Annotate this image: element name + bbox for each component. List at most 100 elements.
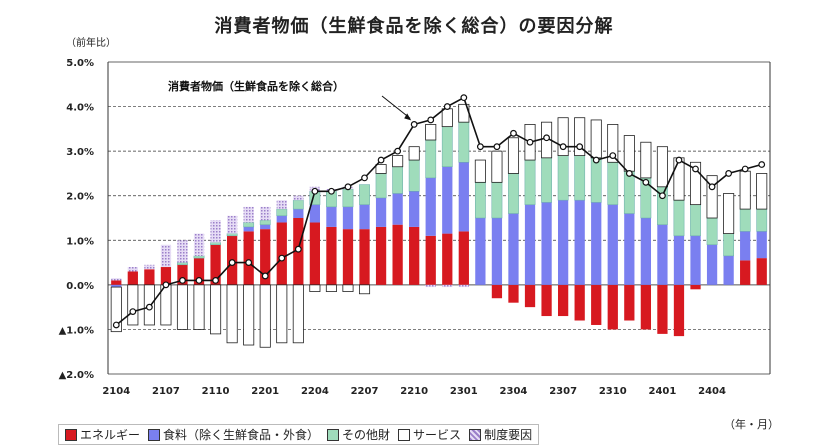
bar-segment-サービス — [292, 284, 304, 344]
bar-segment-エネルギー — [342, 229, 354, 285]
cpi-point — [328, 187, 335, 195]
cpi-point — [377, 156, 385, 164]
bar-segment-その他財 — [392, 166, 404, 194]
cpi-point — [245, 259, 253, 266]
bar-segment-サービス — [689, 161, 702, 206]
bar-segment-食料（除く生鮮食品・外食） — [260, 224, 271, 230]
bar-segment-食料（除く生鮮食品・外食） — [425, 177, 436, 236]
bar-segment-サービス — [590, 119, 602, 159]
bar-segment-サービス — [739, 170, 751, 210]
cpi-point — [212, 277, 219, 284]
bar-segment-エネルギー — [177, 264, 188, 285]
legend-item: サービス — [398, 426, 461, 443]
bar-segment-サービス — [441, 108, 453, 128]
cpi-point — [162, 281, 170, 289]
bar-segment-サービス — [640, 141, 652, 179]
bar-segment-制度要因 — [144, 264, 155, 270]
bar-segment-その他財 — [292, 199, 304, 210]
bar-segment-制度要因 — [243, 206, 254, 223]
bar-segment-エネルギー — [260, 229, 271, 285]
bar-segment-エネルギー — [309, 222, 321, 285]
bar-segment-食料（除く生鮮食品・外食） — [591, 202, 602, 285]
bar-segment-サービス — [226, 284, 238, 344]
legend-label: エネルギー — [80, 428, 141, 442]
x-tick-label: 2310 — [599, 386, 627, 397]
bar-segment-食料（除く生鮮食品・外食） — [657, 224, 668, 285]
cpi-point — [543, 134, 550, 142]
cpi-point — [625, 170, 633, 177]
bar-segment-その他財 — [690, 204, 701, 237]
bar-segment-制度要因 — [127, 267, 138, 272]
cpi-point — [476, 143, 484, 151]
legend-swatch — [469, 428, 482, 441]
bar-segment-制度要因 — [226, 215, 238, 234]
bar-segment-その他財 — [210, 242, 221, 245]
bar-segment-サービス — [574, 117, 586, 157]
bar-segment-食料（除く生鮮食品・外食） — [375, 197, 387, 227]
bar-segment-サービス — [193, 284, 205, 330]
cpi-point — [725, 170, 733, 177]
bar-segment-その他財 — [425, 139, 437, 179]
y-tick-label: 2.0% — [66, 192, 94, 203]
legend-label: サービス — [413, 428, 462, 442]
bar-segment-エネルギー — [491, 284, 503, 299]
bar-segment-サービス — [276, 284, 288, 344]
bar-segment-その他財 — [557, 155, 569, 201]
bar-segment-その他財 — [359, 184, 370, 205]
bar-segment-その他財 — [723, 233, 735, 257]
bar-segment-サービス — [607, 124, 619, 163]
bar-segment-食料（除く生鮮食品・外食） — [740, 231, 751, 261]
bar-segment-食料（除く生鮮食品・外食） — [326, 206, 337, 227]
x-tick-label: 2204 — [301, 386, 329, 397]
bar-segment-食料（除く生鮮食品・外食） — [359, 204, 370, 230]
bar-segment-エネルギー — [574, 284, 585, 321]
y-tick-label: ▲2.0% — [59, 370, 94, 381]
cpi-point — [145, 303, 153, 311]
cpi-point — [361, 174, 368, 182]
cpi-point — [112, 321, 120, 329]
bar-segment-サービス — [408, 146, 420, 161]
bar-segment-サービス — [756, 173, 768, 210]
bar-segment-サービス — [623, 135, 635, 172]
cpi-point — [278, 254, 286, 262]
bar-segment-制度要因 — [260, 206, 271, 221]
cpi-point — [576, 143, 584, 151]
bar-segment-食料（除く生鮮食品・外食） — [409, 191, 420, 227]
bar-segment-その他財 — [342, 188, 354, 208]
bar-segment-サービス — [425, 124, 437, 141]
cpi-point — [493, 143, 501, 151]
bar-segment-その他財 — [259, 219, 271, 225]
bar-segment-エネルギー — [557, 284, 569, 317]
bar-segment-サービス — [673, 157, 685, 201]
y-tick-label: ▲1.0% — [59, 325, 94, 336]
legend-label: 食料（除く生鮮食品・外食） — [163, 428, 320, 442]
bar-segment-制度要因 — [442, 284, 453, 288]
bar-segment-エネルギー — [425, 235, 436, 285]
bar-segment-その他財 — [441, 126, 453, 167]
bar-segment-制度要因 — [425, 284, 436, 288]
bar-segment-サービス — [259, 284, 271, 348]
bar-segment-制度要因 — [177, 240, 188, 263]
bar-segment-エネルギー — [458, 231, 469, 285]
bar-segment-その他財 — [673, 199, 685, 237]
cpi-point — [642, 178, 650, 186]
cpi-point — [526, 138, 534, 146]
bar-segment-食料（除く生鮮食品・外食） — [640, 218, 652, 285]
x-tick-label: 2107 — [152, 386, 180, 397]
bar-segment-その他財 — [193, 255, 205, 259]
bar-segment-サービス — [557, 117, 569, 157]
x-tick-label: 2307 — [549, 386, 577, 397]
y-tick-label: 5.0% — [66, 58, 94, 69]
legend-swatch — [327, 428, 340, 441]
bar-segment-エネルギー — [375, 226, 387, 285]
legend-item: 制度要因 — [469, 426, 532, 443]
bar-segment-その他財 — [375, 173, 387, 199]
bar-segment-食料（除く生鮮食品・外食） — [574, 200, 585, 285]
bar-segment-サービス — [309, 284, 321, 292]
cpi-point — [129, 308, 137, 316]
chart-title: 消費者物価（生鮮食品を除く総合）の要因分解 — [214, 16, 614, 37]
bar-segment-食料（除く生鮮食品・外食） — [756, 231, 767, 259]
bar-segment-食料（除く生鮮食品・外食） — [508, 213, 519, 285]
bar-segment-サービス — [210, 284, 222, 335]
